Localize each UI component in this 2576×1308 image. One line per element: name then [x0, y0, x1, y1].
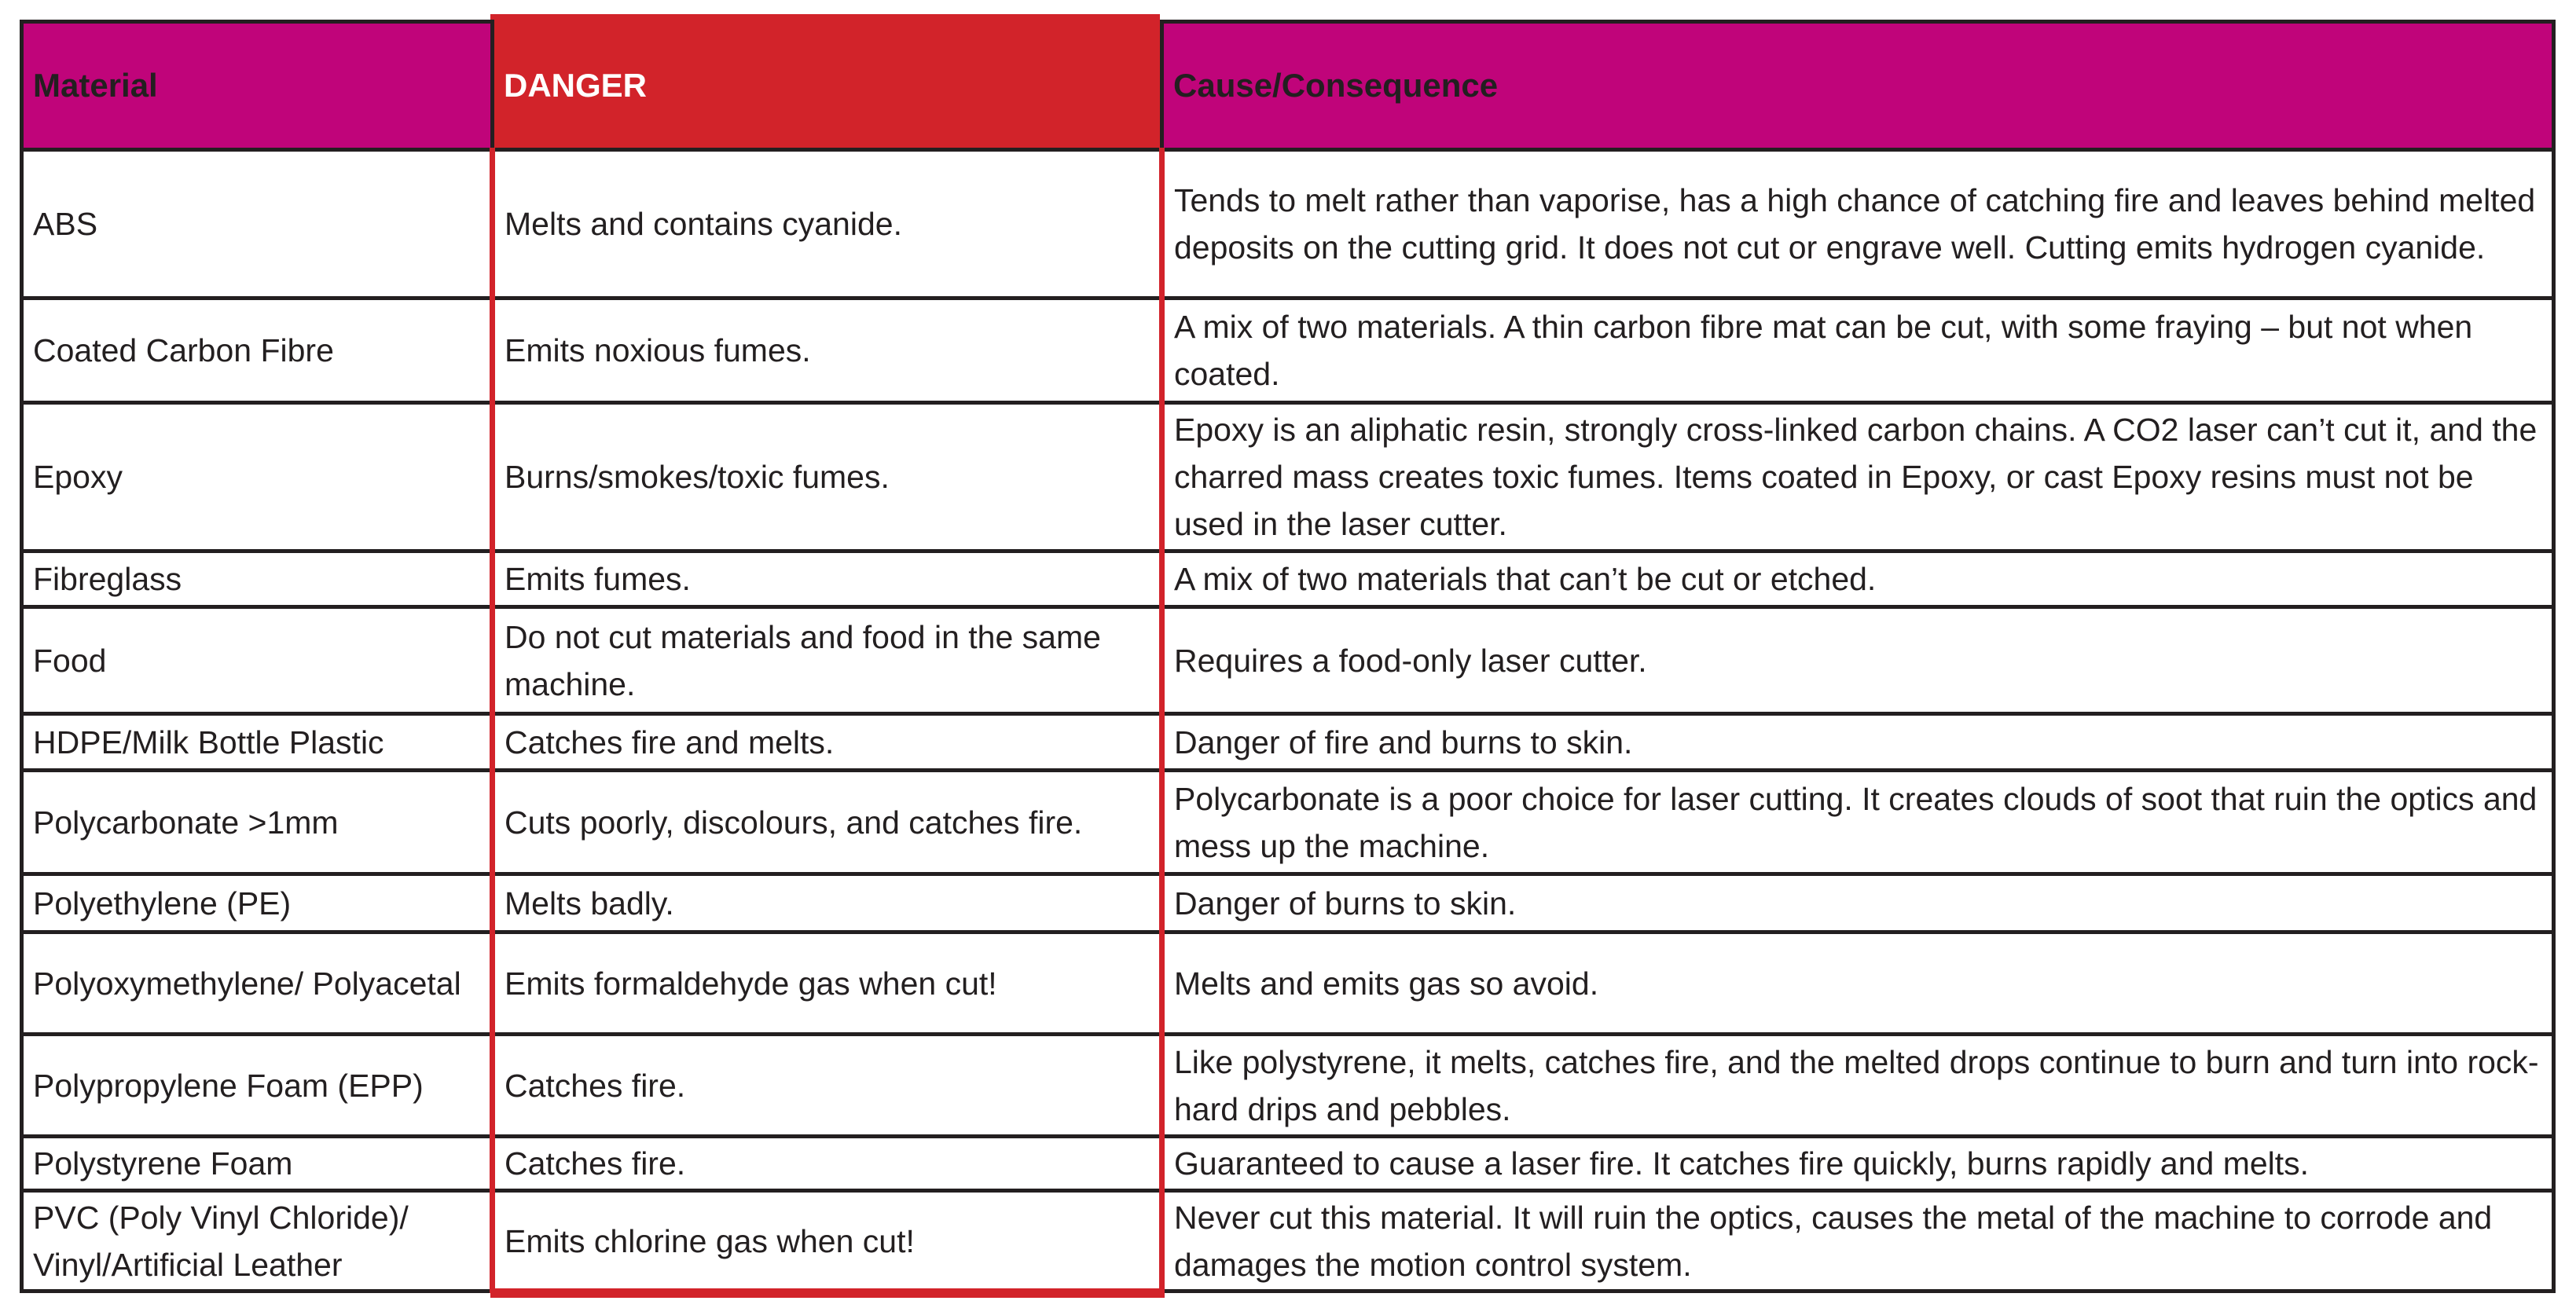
table-row: Epoxy Burns/smokes/toxic fumes. Epoxy is a…: [20, 401, 2556, 553]
danger-cell: Emits fumes.: [490, 549, 1165, 609]
header-material: Material: [20, 20, 494, 152]
cause-cell: Like polystyrene, it melts, catches fire…: [1160, 1032, 2556, 1138]
table-row: Polyethylene (PE) Melts badly. Danger of b…: [20, 872, 2556, 934]
danger-cell: Melts and contains cyanide.: [490, 148, 1165, 300]
danger-cell: Catches fire and melts.: [490, 712, 1165, 772]
danger-column-bottom-accent: [490, 1288, 1165, 1298]
table-row: Fibreglass Emits fumes. A mix of two mater…: [20, 549, 2556, 609]
danger-cell: Emits chlorine gas when cut!: [490, 1189, 1165, 1293]
cause-cell: Melts and emits gas so avoid.: [1160, 930, 2556, 1036]
material-cell: Polycarbonate >1mm: [20, 768, 494, 876]
material-cell: PVC (Poly Vinyl Chloride)/ Vinyl/Artific…: [20, 1189, 494, 1293]
material-cell: Epoxy: [20, 401, 494, 553]
material-cell: Polyoxymethylene/ Polyacetal: [20, 930, 494, 1036]
cause-cell: Never cut this material. It will ruin th…: [1160, 1189, 2556, 1293]
header-cause: Cause/Consequence: [1160, 20, 2556, 152]
material-cell: Polyethylene (PE): [20, 872, 494, 934]
table-row: ABS Melts and contains cyanide. Tends to m…: [20, 148, 2556, 300]
danger-cell: Melts badly.: [490, 872, 1165, 934]
table-row: HDPE/Milk Bottle Plastic Catches fire and…: [20, 712, 2556, 772]
material-cell: Polystyrene Foam: [20, 1134, 494, 1193]
header-danger: DANGER: [490, 20, 1164, 152]
cause-cell: Guaranteed to cause a laser fire. It cat…: [1160, 1134, 2556, 1193]
danger-cell: Emits noxious fumes.: [490, 296, 1165, 405]
material-cell: Food: [20, 605, 494, 716]
cause-cell: Tends to melt rather than vaporise, has …: [1160, 148, 2556, 300]
danger-cell: Catches fire.: [490, 1134, 1165, 1193]
table-row: Polyoxymethylene/ Polyacetal Emits formal…: [20, 930, 2556, 1036]
material-cell: Fibreglass: [20, 549, 494, 609]
material-cell: ABS: [20, 148, 494, 300]
table-row: Coated Carbon Fibre Emits noxious fumes. A…: [20, 296, 2556, 405]
cause-cell: Requires a food-only laser cutter.: [1160, 605, 2556, 716]
cause-cell: Danger of fire and burns to skin.: [1160, 712, 2556, 772]
materials-table-container: Material DANGER Cause/Consequence ABS Mel…: [20, 20, 2556, 1293]
material-cell: HDPE/Milk Bottle Plastic: [20, 712, 494, 772]
cause-cell: A mix of two materials that can’t be cut…: [1160, 549, 2556, 609]
cause-cell: Epoxy is an aliphatic resin, strongly cr…: [1160, 401, 2556, 553]
table-row: Polycarbonate >1mm Cuts poorly, discolour…: [20, 768, 2556, 876]
danger-cell: Emits formaldehyde gas when cut!: [490, 930, 1165, 1036]
material-cell: Polypropylene Foam (EPP): [20, 1032, 494, 1138]
table-row: Food Do not cut materials and food in the…: [20, 605, 2556, 716]
table-row: PVC (Poly Vinyl Chloride)/ Vinyl/Artific…: [20, 1189, 2556, 1293]
cause-cell: A mix of two materials. A thin carbon fi…: [1160, 296, 2556, 405]
cause-cell: Polycarbonate is a poor choice for laser…: [1160, 768, 2556, 876]
table-header-row: Material DANGER Cause/Consequence: [20, 20, 2556, 152]
table-row: Polypropylene Foam (EPP) Catches fire. Lik…: [20, 1032, 2556, 1138]
hazardous-materials-table: Material DANGER Cause/Consequence ABS Mel…: [20, 20, 2556, 1293]
cause-cell: Danger of burns to skin.: [1160, 872, 2556, 934]
danger-cell: Do not cut materials and food in the sam…: [490, 605, 1165, 716]
danger-cell: Burns/smokes/toxic fumes.: [490, 401, 1165, 553]
danger-cell: Catches fire.: [490, 1032, 1165, 1138]
material-cell: Coated Carbon Fibre: [20, 296, 494, 405]
danger-cell: Cuts poorly, discolours, and catches fir…: [490, 768, 1165, 876]
table-row: Polystyrene Foam Catches fire. Guaranteed …: [20, 1134, 2556, 1193]
